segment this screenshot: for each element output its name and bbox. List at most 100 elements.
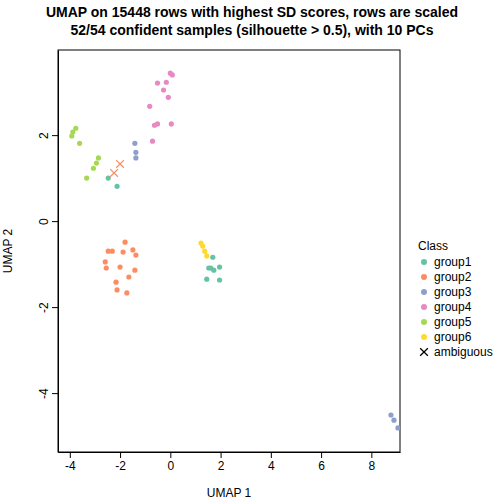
x-tick-mark xyxy=(70,452,71,458)
y-tick-label: 0 xyxy=(37,218,51,225)
x-tick-label: 2 xyxy=(218,459,225,473)
x-tick-label: 4 xyxy=(268,459,275,473)
y-tick-mark xyxy=(52,135,58,136)
legend-symbol xyxy=(421,319,427,325)
legend-label: ambiguous xyxy=(434,345,493,359)
point xyxy=(150,139,155,144)
y-axis-line xyxy=(58,51,59,453)
legend-title: Class xyxy=(418,239,448,253)
x-tick-label: -2 xyxy=(115,459,126,473)
point xyxy=(77,141,82,146)
legend-symbol xyxy=(421,289,427,295)
x-axis: -4 -2 0 2 4 6 8 xyxy=(59,452,401,473)
y-tick-label: -4 xyxy=(37,388,51,399)
y-tick: -2 xyxy=(37,302,58,313)
point xyxy=(130,247,135,252)
subtitle: 52/54 confident samples (silhouette > 0.… xyxy=(71,22,434,38)
point xyxy=(210,255,215,260)
points xyxy=(69,71,400,431)
point xyxy=(217,277,222,282)
x-tick: 0 xyxy=(167,452,174,473)
point xyxy=(114,287,119,292)
y-tick-mark xyxy=(52,221,58,222)
point xyxy=(117,265,122,270)
y-tick-label: 2 xyxy=(37,132,51,139)
point xyxy=(170,72,175,77)
x-tick: -4 xyxy=(65,452,76,473)
point xyxy=(169,121,174,126)
point xyxy=(147,104,152,109)
y-axis: -4 -2 0 2 xyxy=(37,51,59,453)
legend-label: group4 xyxy=(434,300,472,314)
point xyxy=(124,290,129,295)
point xyxy=(133,252,138,257)
point xyxy=(69,133,74,138)
point xyxy=(211,268,216,273)
legend-symbol xyxy=(421,259,427,265)
point xyxy=(110,169,118,177)
x-tick-label: 6 xyxy=(318,459,325,473)
point xyxy=(94,160,99,165)
point xyxy=(204,277,209,282)
x-tick-mark xyxy=(271,452,272,458)
point xyxy=(116,160,124,168)
point xyxy=(206,265,211,270)
x-tick-mark xyxy=(221,452,222,458)
y-axis-title: UMAP 2 xyxy=(1,228,15,273)
point xyxy=(122,240,127,245)
x-tick: 8 xyxy=(369,452,376,473)
title: UMAP on 15448 rows with highest SD score… xyxy=(46,4,458,20)
point xyxy=(152,123,157,128)
x-tick: 4 xyxy=(268,452,275,473)
point xyxy=(91,166,96,171)
point xyxy=(114,184,119,189)
point xyxy=(200,243,205,248)
legend-label: group3 xyxy=(434,285,472,299)
point xyxy=(110,249,115,254)
point xyxy=(96,155,101,160)
legend-symbol xyxy=(421,334,427,340)
legend-symbol xyxy=(421,304,427,310)
x-tick-mark xyxy=(371,452,372,458)
x-tick: 6 xyxy=(318,452,325,473)
point xyxy=(103,259,108,264)
point xyxy=(155,81,160,86)
point xyxy=(166,95,171,100)
point xyxy=(132,141,137,146)
point xyxy=(161,87,166,92)
point xyxy=(164,80,169,85)
legend-label: group2 xyxy=(434,270,472,284)
y-tick: -4 xyxy=(37,388,58,399)
legend-symbol xyxy=(421,274,427,280)
point xyxy=(133,155,138,160)
point xyxy=(388,412,393,417)
point xyxy=(84,176,89,181)
x-tick-label: 8 xyxy=(369,459,376,473)
x-tick: -2 xyxy=(115,452,126,473)
point xyxy=(133,150,138,155)
point xyxy=(113,280,118,285)
chart: UMAP on 15448 rows with highest SD score… xyxy=(0,0,504,504)
point xyxy=(132,268,137,273)
y-tick: 0 xyxy=(37,218,58,225)
point xyxy=(391,418,396,423)
legend-label: group6 xyxy=(434,330,472,344)
y-tick-label: -2 xyxy=(37,302,51,313)
x-tick-mark xyxy=(120,452,121,458)
point xyxy=(217,265,222,270)
x-tick-label: -4 xyxy=(65,459,76,473)
point xyxy=(395,425,400,430)
legend-symbol xyxy=(420,348,428,356)
point xyxy=(104,265,109,270)
x-tick: 2 xyxy=(218,452,225,473)
point xyxy=(126,274,131,279)
x-tick-label: 0 xyxy=(167,459,174,473)
x-tick-mark xyxy=(170,452,171,458)
point xyxy=(204,253,209,258)
y-tick-mark xyxy=(52,307,58,308)
y-tick-mark xyxy=(52,393,58,394)
x-axis-line xyxy=(59,452,401,453)
point xyxy=(202,249,207,254)
x-tick-mark xyxy=(321,452,322,458)
legend-label: group1 xyxy=(434,255,472,269)
